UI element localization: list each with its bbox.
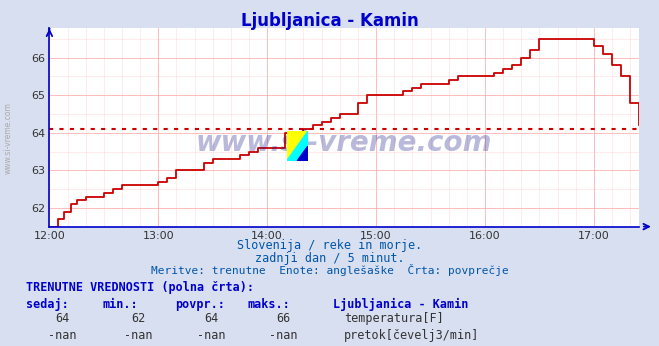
Text: pretok[čevelj3/min]: pretok[čevelj3/min] bbox=[344, 329, 479, 343]
Text: -nan: -nan bbox=[196, 329, 225, 343]
Polygon shape bbox=[297, 146, 308, 161]
Text: sedaj:: sedaj: bbox=[26, 298, 69, 311]
Text: Slovenija / reke in morje.: Slovenija / reke in morje. bbox=[237, 239, 422, 253]
Text: povpr.:: povpr.: bbox=[175, 298, 225, 311]
Text: 64: 64 bbox=[55, 312, 70, 325]
Polygon shape bbox=[287, 131, 308, 161]
Text: www.si-vreme.com: www.si-vreme.com bbox=[3, 102, 13, 174]
Text: Meritve: trenutne  Enote: anglešaške  Črta: povprečje: Meritve: trenutne Enote: anglešaške Črta… bbox=[151, 264, 508, 276]
Text: Ljubljanica - Kamin: Ljubljanica - Kamin bbox=[241, 12, 418, 30]
Polygon shape bbox=[287, 131, 308, 161]
Text: 62: 62 bbox=[131, 312, 146, 325]
Text: Ljubljanica - Kamin: Ljubljanica - Kamin bbox=[333, 298, 468, 311]
Text: -nan: -nan bbox=[124, 329, 153, 343]
Text: -nan: -nan bbox=[269, 329, 298, 343]
Text: www.si-vreme.com: www.si-vreme.com bbox=[196, 129, 492, 157]
Text: min.:: min.: bbox=[102, 298, 138, 311]
Text: 66: 66 bbox=[276, 312, 291, 325]
Text: TRENUTNE VREDNOSTI (polna črta):: TRENUTNE VREDNOSTI (polna črta): bbox=[26, 281, 254, 294]
Text: -nan: -nan bbox=[48, 329, 77, 343]
Text: temperatura[F]: temperatura[F] bbox=[344, 312, 444, 325]
Text: maks.:: maks.: bbox=[247, 298, 290, 311]
Text: 64: 64 bbox=[204, 312, 218, 325]
Text: zadnji dan / 5 minut.: zadnji dan / 5 minut. bbox=[254, 252, 405, 265]
